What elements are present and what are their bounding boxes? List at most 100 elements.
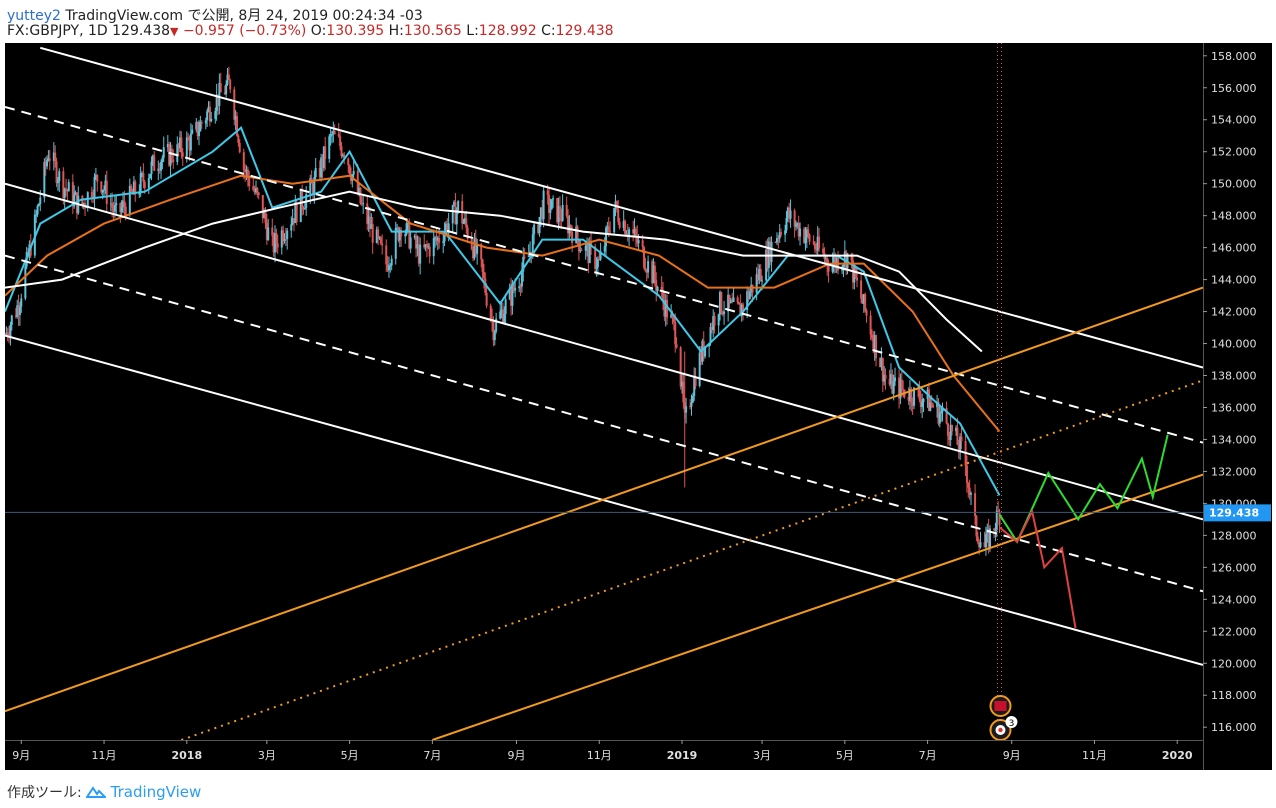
candle-up: [427, 246, 430, 248]
price-tick-label: 120.000: [1211, 657, 1257, 670]
candle-down: [558, 206, 561, 218]
candle-up: [831, 263, 834, 272]
symbol-legend: FX:GBPJPY, 1D 129.438▼ −0.957 (−0.73%) O…: [7, 23, 614, 39]
candle-down: [850, 253, 853, 261]
candle-up: [892, 381, 895, 394]
candle-up: [979, 542, 982, 548]
candle-down: [377, 229, 380, 238]
candle-up: [637, 240, 640, 244]
candle-down: [180, 137, 183, 153]
candle-down: [134, 181, 137, 195]
candle-up: [527, 255, 530, 257]
author-name[interactable]: yuttey2: [7, 8, 61, 24]
high-value: 130.565: [403, 23, 462, 39]
candle-up: [358, 187, 361, 194]
candle-down: [875, 335, 878, 359]
candle-up: [444, 223, 447, 232]
candle-up: [761, 280, 764, 282]
candle-down: [777, 238, 780, 240]
candle-up: [538, 216, 541, 234]
candle-up: [531, 234, 534, 257]
candle-up: [729, 300, 732, 303]
candle-down: [634, 229, 637, 236]
candle-down: [682, 381, 685, 403]
candle-up: [39, 197, 42, 204]
candle-up: [436, 237, 439, 241]
candle-up: [254, 188, 257, 193]
candle-down: [177, 144, 180, 149]
price-tick-label: 134.000: [1211, 433, 1257, 446]
candle-down: [870, 334, 873, 339]
candle-down: [948, 435, 951, 441]
candle-up: [462, 221, 465, 224]
open-value: 130.395: [326, 23, 385, 39]
chart-svg[interactable]: 3 158.000 156.000 154.000 152.000 150.000 148.…: [5, 43, 1272, 770]
candle-down: [739, 304, 742, 317]
candle-up: [189, 133, 192, 151]
candle-up: [789, 210, 792, 219]
candle-down: [978, 541, 981, 548]
candle-up: [82, 203, 85, 206]
candle-down: [229, 79, 232, 90]
candle-up: [664, 299, 667, 317]
price-tick-label: 124.000: [1211, 593, 1257, 606]
candle-up: [698, 352, 701, 386]
price-tick-label: 152.000: [1211, 146, 1257, 159]
candle-down: [576, 226, 579, 240]
price-tick-label: 156.000: [1211, 82, 1257, 95]
candle-down: [435, 237, 438, 241]
candle-up: [599, 251, 602, 260]
brand-link[interactable]: TradingView: [110, 783, 202, 801]
candle-down: [454, 201, 457, 225]
candle-up: [921, 401, 924, 408]
candle-down: [679, 347, 682, 387]
candle-down: [560, 217, 563, 221]
candle-down: [737, 302, 740, 305]
candle-up: [799, 228, 802, 237]
candle-up: [455, 210, 458, 225]
price-chart[interactable]: 3 158.000 156.000 154.000 152.000 150.000 148.…: [5, 43, 1272, 770]
candle-up: [994, 529, 997, 531]
candle-up: [883, 374, 886, 382]
trend-line-4: [5, 254, 1203, 593]
candle-down: [822, 248, 825, 254]
candle-down: [590, 241, 593, 247]
candle-down: [918, 389, 921, 400]
candle-down: [244, 169, 247, 172]
candle-up: [286, 230, 289, 240]
candle-up: [67, 182, 70, 192]
candle-up: [805, 229, 808, 238]
candle-down: [340, 146, 343, 156]
candle-down: [675, 344, 678, 348]
candle-down: [423, 244, 426, 248]
candle-up: [853, 266, 856, 283]
candle-down: [700, 352, 703, 362]
candle-up: [204, 120, 207, 124]
candle-down: [927, 389, 930, 411]
candle-down: [751, 284, 754, 293]
candle-up: [614, 201, 617, 209]
trend-line-1: [40, 46, 1203, 369]
candle-up: [880, 358, 883, 367]
candle-up: [291, 218, 294, 225]
candle-up: [419, 244, 422, 264]
candle-up: [552, 198, 555, 200]
candle-up: [717, 314, 720, 326]
candle-down: [766, 249, 769, 268]
candle-up: [473, 237, 476, 259]
moving-average-line-1: [5, 126, 1001, 496]
candle-up: [453, 201, 456, 206]
candle-down: [861, 298, 864, 304]
candle-up: [416, 244, 419, 249]
candle-up: [500, 309, 503, 312]
time-tick-label: 5月: [836, 749, 854, 762]
candle-up: [390, 258, 393, 266]
candle-down: [565, 204, 568, 216]
candle-down: [860, 280, 863, 299]
candle-down: [465, 218, 468, 228]
candle-down: [360, 203, 363, 205]
price-tick-label: 136.000: [1211, 401, 1257, 414]
candle-up: [579, 249, 582, 252]
candle-down: [400, 229, 403, 237]
candle-down: [898, 377, 901, 399]
